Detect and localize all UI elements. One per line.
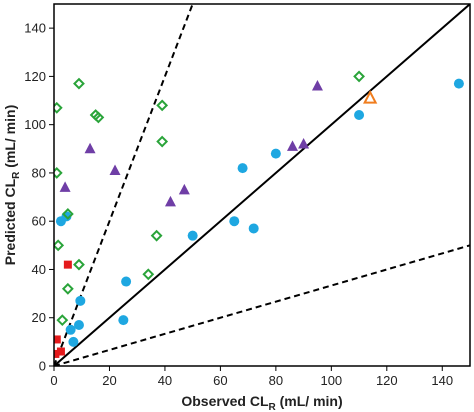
open-diamond-marker — [150, 229, 163, 242]
open-diamond-marker — [54, 167, 63, 179]
y-axis-ticks: 0 20 40 60 80 100 120 140 — [24, 21, 54, 374]
open-diamond-marker — [54, 101, 63, 114]
circle-marker — [354, 110, 365, 121]
y-tick-label: 20 — [32, 310, 46, 325]
open-diamond-marker — [142, 268, 155, 281]
triangle-marker — [298, 137, 310, 149]
open-diamond-marker — [353, 70, 365, 83]
square-marker — [54, 335, 61, 344]
data-points — [54, 70, 464, 358]
y-tick-label: 80 — [32, 165, 46, 180]
open-diamond-marker — [156, 135, 169, 148]
x-tick-label: 20 — [102, 373, 116, 388]
circle-marker — [248, 223, 259, 234]
open-diamond-marker — [54, 239, 65, 252]
plot-frame — [53, 3, 471, 367]
open-diamond-marker — [61, 208, 74, 220]
x-axis-label: Observed CLR (mL/ min) — [181, 393, 342, 412]
triangle-marker — [84, 142, 96, 154]
triangle-marker — [59, 181, 71, 192]
square-marker — [54, 349, 60, 358]
triangle-marker — [178, 183, 190, 195]
circle-marker — [73, 319, 84, 330]
triangle-marker — [164, 195, 176, 207]
reference-lines — [54, 4, 470, 366]
open-diamond-marker — [61, 282, 74, 295]
x-tick-label: 0 — [50, 373, 57, 388]
circle-marker — [121, 276, 132, 287]
x-axis-ticks: 0 20 40 60 80 100 120 140 — [50, 366, 453, 388]
circle-marker — [237, 163, 248, 174]
square-marker — [63, 260, 72, 269]
open-diamond-marker — [73, 258, 85, 271]
x-tick-label: 80 — [269, 373, 283, 388]
circle-marker — [68, 336, 79, 347]
y-tick-label: 40 — [32, 262, 46, 277]
circle-marker — [187, 230, 198, 241]
triangle-marker — [311, 80, 323, 91]
open-diamond-marker — [73, 77, 85, 90]
open-diamond-marker — [92, 111, 105, 124]
open-diamond-marker — [156, 99, 169, 112]
triangle-marker — [109, 164, 121, 176]
open-diamond-marker — [56, 314, 69, 327]
y-axis-label: Predicted CLR (mL/ min) — [2, 105, 22, 265]
circle-marker — [453, 78, 464, 89]
circle-marker — [118, 315, 129, 326]
identity-line — [54, 4, 470, 366]
dashed-fold-line — [54, 4, 194, 366]
circle-marker — [65, 324, 76, 335]
y-tick-label: 0 — [39, 359, 46, 374]
y-tick-label: 120 — [24, 69, 46, 84]
open-triangle-marker — [363, 89, 378, 104]
x-tick-label: 140 — [431, 373, 453, 388]
y-tick-label: 140 — [24, 21, 46, 36]
dashed-fold-line — [54, 244, 470, 366]
x-tick-label: 60 — [213, 373, 227, 388]
square-marker — [56, 347, 65, 356]
x-tick-label: 120 — [376, 373, 398, 388]
y-tick-label: 60 — [32, 214, 46, 229]
circle-marker — [270, 148, 281, 159]
x-tick-label: 40 — [158, 373, 172, 388]
y-tick-label: 100 — [24, 117, 46, 132]
circle-marker — [75, 295, 86, 306]
x-tick-label: 100 — [320, 373, 342, 388]
circle-marker — [229, 216, 240, 227]
triangle-marker — [287, 140, 299, 151]
